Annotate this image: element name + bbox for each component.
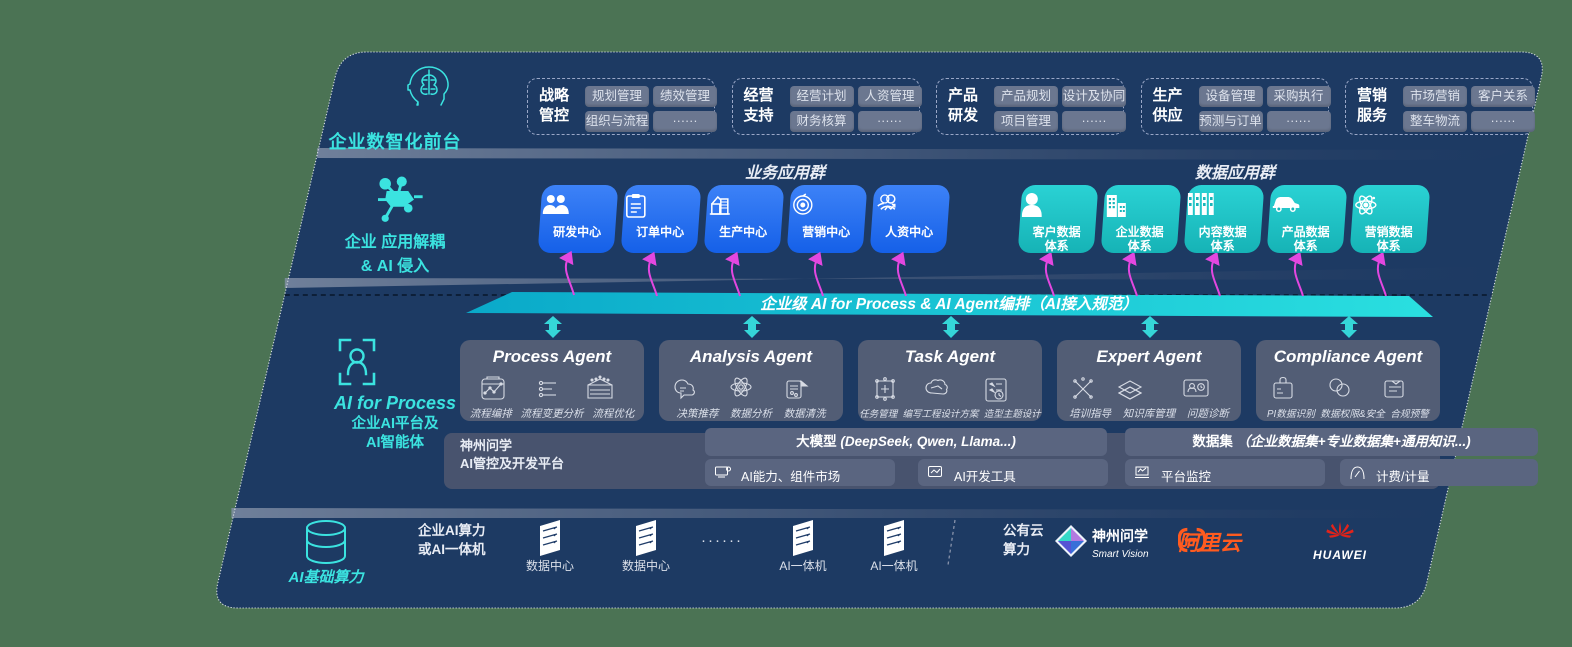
svg-text:AI一体机: AI一体机: [779, 559, 826, 573]
svg-text:公有云: 公有云: [1003, 522, 1044, 538]
svg-text:或AI一体机: 或AI一体机: [418, 541, 486, 557]
svg-text:企业AI算力: 企业AI算力: [417, 522, 486, 538]
svg-text:AI基础算力: AI基础算力: [287, 568, 365, 586]
svg-text:算力: 算力: [1003, 541, 1030, 557]
svg-text:AI一体机: AI一体机: [870, 559, 917, 573]
svg-text:数据中心: 数据中心: [622, 558, 670, 573]
svg-text:数据中心: 数据中心: [526, 558, 574, 573]
svg-text:······: ······: [701, 532, 743, 549]
